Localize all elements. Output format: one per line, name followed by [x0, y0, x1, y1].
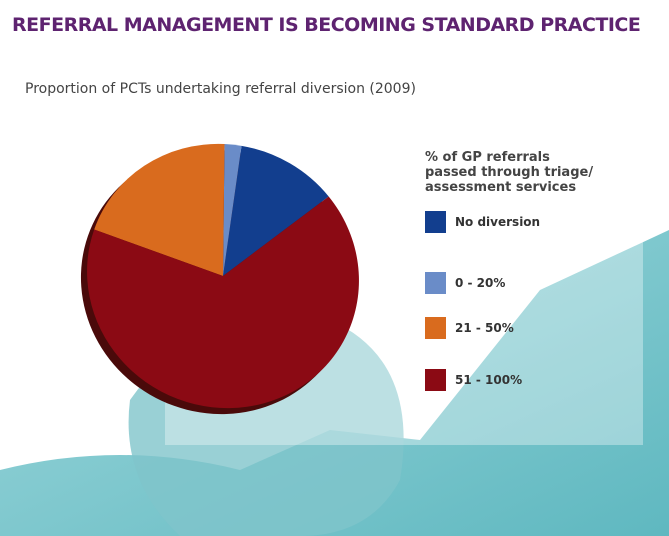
legend-title: % of GP referrals passed through triage/…: [425, 150, 594, 195]
pie-slice: [223, 144, 242, 276]
pie-slice: [87, 196, 359, 409]
pie-slices: [87, 143, 359, 409]
legend-label: 0 - 20%: [455, 276, 505, 290]
legend-label: 51 - 100%: [455, 373, 522, 387]
legend-swatch: [425, 211, 446, 233]
legend-swatch: [425, 317, 446, 339]
chart-subtitle: Proportion of PCTs undertaking referral …: [25, 81, 416, 97]
legend-swatch: [425, 369, 446, 391]
legend-label: No diversion: [455, 215, 540, 229]
pie-slice: [94, 143, 225, 276]
legend-label: 21 - 50%: [455, 321, 514, 335]
pie: [80, 143, 359, 415]
legend: No diversion 0 - 20% 21 - 50% 51 - 100%: [425, 211, 540, 391]
legend-swatch: [425, 272, 446, 294]
chart-title: REFERRAL MANAGEMENT IS BECOMING STANDARD…: [12, 14, 640, 36]
pie-slice: [223, 145, 329, 276]
